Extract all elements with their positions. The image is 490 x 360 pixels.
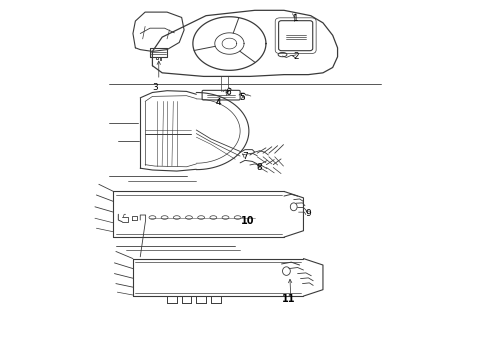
Text: 9: 9 — [305, 210, 311, 219]
Text: 11: 11 — [282, 294, 295, 303]
Text: 4: 4 — [216, 98, 221, 107]
Text: 2: 2 — [294, 52, 299, 61]
Text: 8: 8 — [257, 163, 263, 172]
Text: 1: 1 — [294, 14, 299, 23]
Text: 6: 6 — [225, 88, 231, 97]
Text: 3: 3 — [152, 83, 158, 92]
Text: 10: 10 — [241, 216, 254, 226]
Text: 5: 5 — [240, 93, 245, 102]
Text: 7: 7 — [242, 152, 248, 161]
